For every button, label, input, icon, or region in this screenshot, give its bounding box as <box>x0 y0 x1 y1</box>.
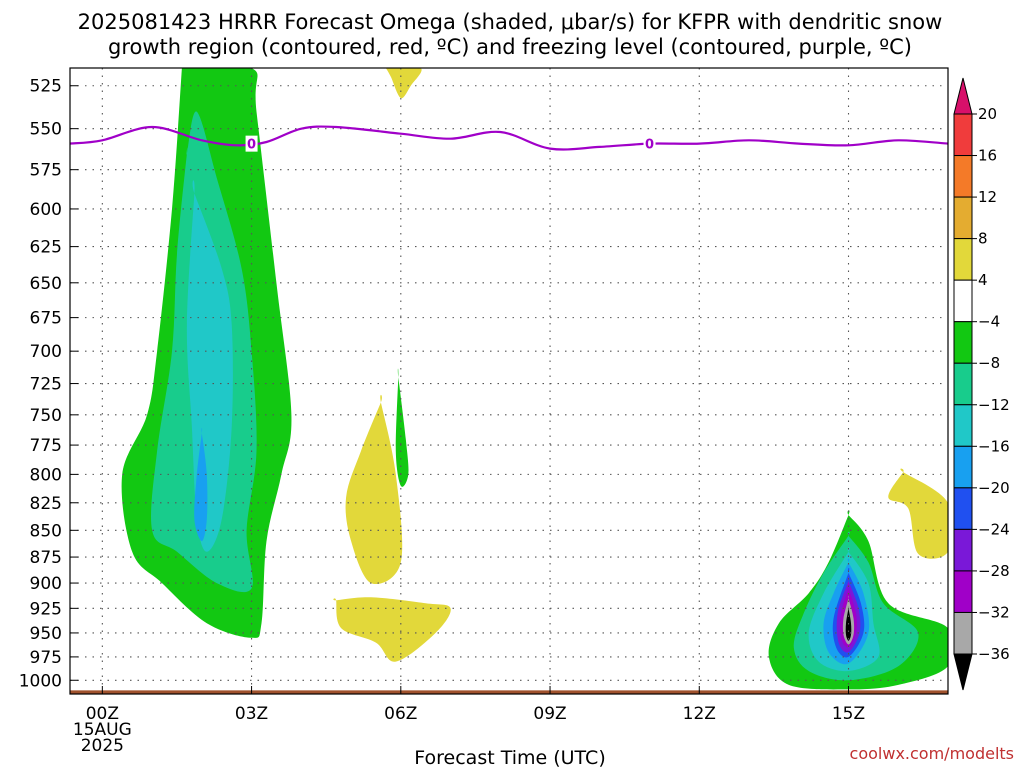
x-tick-date-label: 15AUG <box>73 720 132 740</box>
y-tick-label: 800 <box>30 465 62 485</box>
omega-region-3 <box>194 427 208 542</box>
y-tick-label: 525 <box>30 77 62 97</box>
y-tick-label: 900 <box>30 574 62 594</box>
terrain-layer <box>70 690 948 694</box>
colorbar-bottom-arrow <box>953 653 973 691</box>
terrain-strip <box>70 690 948 694</box>
colorbar-tick-label: −36 <box>978 645 1010 663</box>
y-tick-label: 625 <box>30 238 62 258</box>
x-axis-title: Forecast Time (UTC) <box>414 747 605 768</box>
y-tick-label: 975 <box>30 648 62 668</box>
freezing-level-line <box>69 125 949 151</box>
omega-region-5 <box>333 597 451 662</box>
omega-region-2 <box>186 180 233 552</box>
colorbar-box <box>953 487 973 530</box>
x-tick-label: 12Z <box>683 704 716 724</box>
omega-region-4 <box>345 394 403 585</box>
y-tick-label: 675 <box>30 309 62 329</box>
colorbar-top-arrow <box>953 77 973 115</box>
colorbar-tick-label: −8 <box>978 354 1000 372</box>
colorbar-box <box>953 196 973 240</box>
x-tick-label: 15Z <box>832 704 865 724</box>
plot-frame <box>69 67 949 695</box>
colorbar-tick-label: −4 <box>978 313 1000 331</box>
colorbar-box <box>953 155 973 198</box>
x-tick-label: 03Z <box>235 704 268 724</box>
colorbar-tick-label: 8 <box>978 230 988 248</box>
y-tick-label: 700 <box>30 342 62 362</box>
y-tick-label: 750 <box>30 406 62 426</box>
colorbar-box <box>953 404 973 447</box>
x-tick-year-label: 2025 <box>81 736 124 756</box>
colorbar-box <box>953 113 973 157</box>
colorbar-tick-label: −28 <box>978 562 1010 580</box>
colorbar-box <box>953 238 973 281</box>
colorbar-tick-label: −20 <box>978 479 1010 497</box>
freezing-level-label: 0 <box>247 138 256 153</box>
colorbar-box <box>953 362 973 406</box>
x-tick-label: 06Z <box>384 704 417 724</box>
y-tick-label: 600 <box>30 200 62 220</box>
colorbar-box <box>953 321 973 364</box>
colorbar-box <box>953 570 973 613</box>
chart-title-line-1: 2025081423 HRRR Forecast Omega (shaded, … <box>78 10 943 34</box>
y-tick-label: 575 <box>30 161 62 181</box>
omega-region-8 <box>888 468 948 559</box>
y-tick-label: 550 <box>30 120 62 140</box>
y-axis-pressure: 525 550 575 600 625 650 675 700 725 750 775 800 825 8… <box>19 77 78 691</box>
y-tick-label: 775 <box>30 436 62 456</box>
colorbar: 20 16 12 8 4 −4 −8 −12 −16 −20 −24 −28 −32 −36 <box>953 77 1010 691</box>
colorbar-tick-label: −12 <box>978 396 1010 414</box>
y-tick-label: 850 <box>30 521 62 541</box>
freezing-level-label-bg <box>245 135 258 152</box>
y-tick-label: 650 <box>30 274 62 294</box>
colorbar-box <box>953 528 973 572</box>
omega-shading-layer <box>121 68 948 690</box>
colorbar-tick-label: −32 <box>978 603 1010 621</box>
colorbar-tick-label: −24 <box>978 520 1010 538</box>
colorbar-box <box>953 445 973 489</box>
colorbar-tick-label: 4 <box>978 271 988 289</box>
colorbar-tick-label: 16 <box>978 147 997 165</box>
colorbar-tick-label: −16 <box>978 437 1010 455</box>
y-tick-label: 725 <box>30 375 62 395</box>
y-tick-label: 950 <box>30 624 62 644</box>
credit-text: coolwx.com/modelts <box>850 744 1014 763</box>
colorbar-box <box>953 611 973 655</box>
colorbar-box <box>953 279 973 323</box>
colorbar-tick-label: 12 <box>978 188 997 206</box>
chart-title-line-2: growth region (contoured, red, ºC) and f… <box>108 35 912 59</box>
freezing-level-label-bg <box>643 135 656 152</box>
y-tick-label: 875 <box>30 548 62 568</box>
x-tick-label: 09Z <box>533 704 566 724</box>
y-tick-label: 825 <box>30 494 62 514</box>
omega-region-6 <box>385 68 422 99</box>
freezing-level-label: 0 <box>645 138 654 153</box>
y-tick-label: 925 <box>30 599 62 619</box>
omega-region-7 <box>395 368 409 487</box>
colorbar-tick-label: 20 <box>978 105 997 123</box>
y-tick-label: 1000 <box>19 671 62 691</box>
x-tick-label: 00Z <box>86 704 119 724</box>
